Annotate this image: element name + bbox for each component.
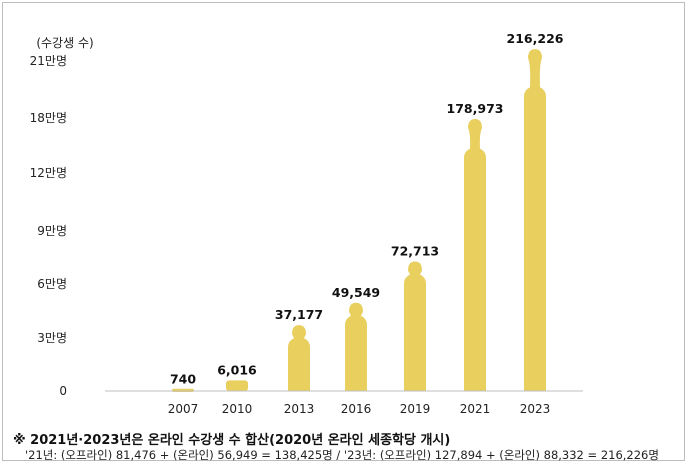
bars bbox=[172, 49, 546, 392]
y-tick-label: 21만명 bbox=[30, 54, 67, 68]
footnote-detail: '21년: (오프라인) 81,476 + (온라인) 56,949 = 138… bbox=[25, 448, 659, 462]
y-tick-label: 6만명 bbox=[37, 277, 67, 291]
bar bbox=[345, 302, 367, 391]
value-labels: 740 6,016 37,177 49,549 72,713 178,973 216,226 bbox=[170, 31, 564, 387]
y-tick-label: 12만명 bbox=[30, 166, 67, 180]
y-tick-label: 18만명 bbox=[30, 111, 67, 125]
bar bbox=[404, 261, 426, 391]
bar bbox=[524, 49, 546, 392]
x-tick-label: 2007 bbox=[168, 402, 199, 416]
value-label: 6,016 bbox=[217, 362, 257, 377]
x-tick-label: 2010 bbox=[222, 402, 253, 416]
y-axis-label: (수강생 수) bbox=[36, 36, 93, 50]
value-label: 49,549 bbox=[332, 285, 380, 300]
value-label: 72,713 bbox=[391, 244, 439, 259]
y-axis-ticks: 0 3만명 6만명 9만명 12만명 18만명 21만명 bbox=[30, 54, 67, 398]
x-axis-ticks: 2007 2010 2013 2016 2019 2021 2023 bbox=[168, 402, 551, 416]
x-tick-label: 2016 bbox=[341, 402, 372, 416]
x-tick-label: 2013 bbox=[284, 402, 315, 416]
y-tick-label: 3만명 bbox=[37, 331, 67, 345]
value-label: 37,177 bbox=[275, 307, 323, 322]
bar bbox=[172, 388, 194, 392]
value-label: 740 bbox=[170, 372, 196, 387]
bar-chart: (수강생 수) 0 3만명 6만명 9만명 12만명 18만명 21만명 740 6,016 3… bbox=[30, 31, 583, 416]
x-tick-label: 2023 bbox=[520, 402, 551, 416]
value-label: 178,973 bbox=[447, 101, 504, 116]
footnote-title: ※ 2021년·2023년은 온라인 수강생 수 합산(2020년 온라인 세종… bbox=[13, 433, 451, 448]
x-tick-label: 2019 bbox=[400, 402, 431, 416]
value-label: 216,226 bbox=[507, 31, 564, 46]
x-tick-label: 2021 bbox=[460, 402, 491, 416]
bar bbox=[464, 118, 486, 392]
bar bbox=[288, 325, 310, 391]
y-tick-label: 0 bbox=[59, 384, 67, 398]
bar bbox=[226, 380, 248, 391]
y-tick-label: 9만명 bbox=[37, 224, 67, 238]
